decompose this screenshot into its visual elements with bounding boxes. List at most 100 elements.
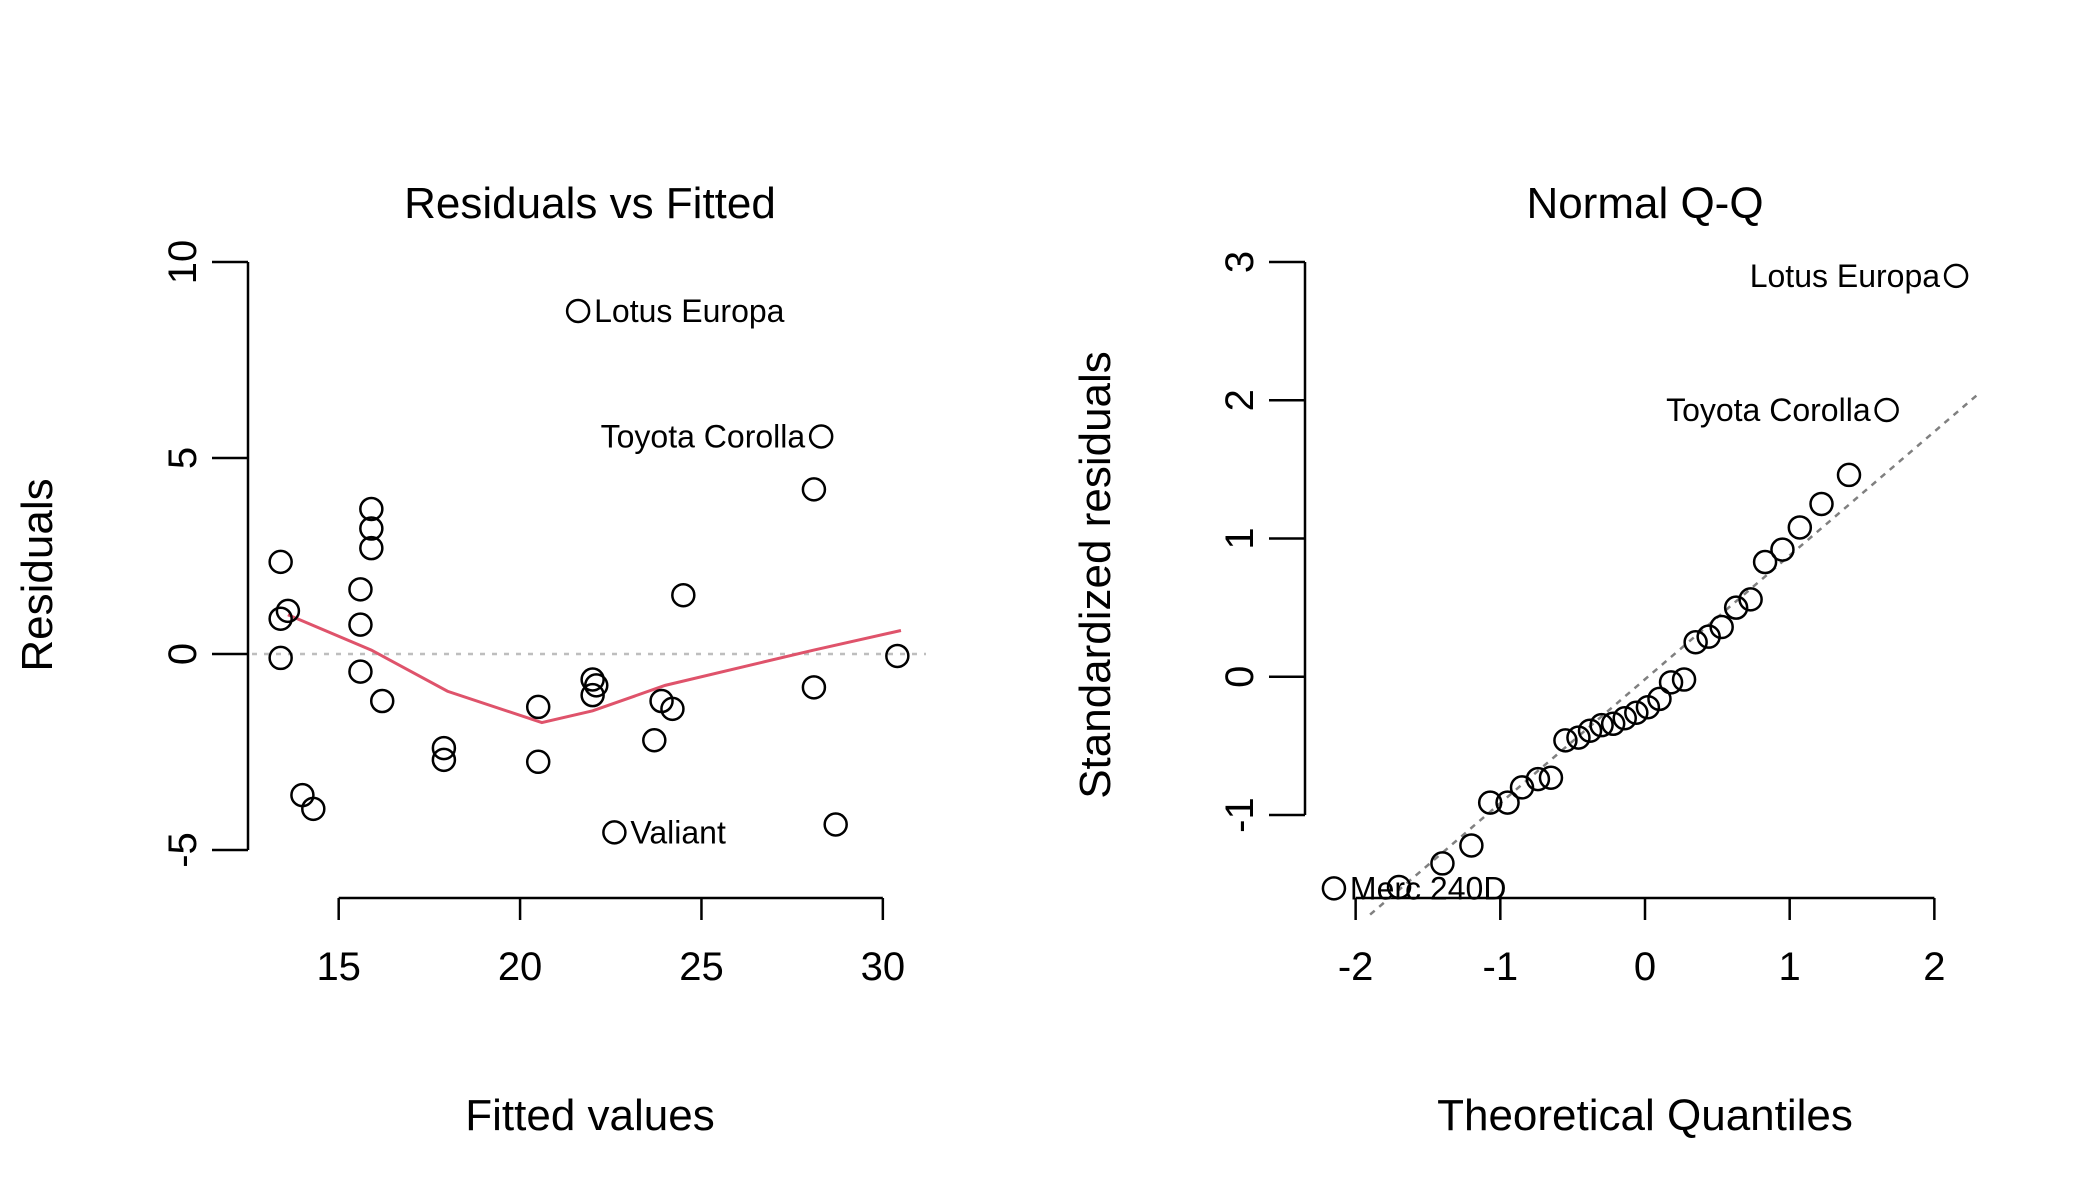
- qq-y-tick-label: 2: [1218, 389, 1262, 411]
- qq-data-point: [1836, 462, 1862, 488]
- rvf-title: Residuals vs Fitted: [404, 179, 776, 228]
- normal-qq-panel: Normal Q-Q Theoretical Quantiles Standar…: [1071, 179, 1982, 1140]
- qq-x-tick-label: -2: [1338, 945, 1374, 989]
- qq-annotations: Lotus Europa Toyota Corolla Merc 240D: [1350, 258, 1940, 906]
- rvf-y-tick-label: -5: [161, 832, 205, 868]
- rvf-data-point: [602, 820, 627, 845]
- qq-y-axis: -1 0 1 2 3: [1218, 251, 1307, 833]
- rvf-smooth-line: [287, 613, 902, 725]
- rvf-point-label: Valiant: [630, 814, 726, 850]
- qq-data-point: [1525, 766, 1551, 792]
- rvf-data-point: [580, 667, 605, 692]
- rvf-data-point: [348, 659, 373, 684]
- rvf-data-point: [671, 582, 696, 608]
- rvf-point-label: Toyota Corolla: [601, 418, 806, 454]
- residuals-vs-fitted-panel: Residuals vs Fitted Fitted values Residu…: [13, 179, 926, 1140]
- qq-data-point: [1600, 711, 1626, 737]
- qq-point-label: Merc 240D: [1350, 870, 1507, 906]
- qq-data-point: [1612, 706, 1637, 731]
- rvf-data-point: [801, 477, 827, 502]
- qq-data-point: [1658, 670, 1684, 695]
- qq-data-point: [1566, 725, 1591, 750]
- rvf-x-tick-label: 15: [316, 945, 361, 989]
- qq-y-tick-label: 0: [1218, 666, 1262, 688]
- rvf-data-point: [301, 796, 326, 822]
- rvf-x-tick-label: 25: [679, 945, 724, 989]
- qq-point-label: Toyota Corolla: [1666, 392, 1871, 428]
- qq-data-point: [1787, 515, 1813, 540]
- qq-data-point: [1589, 712, 1614, 738]
- qq-line: [1369, 391, 1982, 916]
- qq-data-point: [1495, 790, 1520, 815]
- rvf-data-point: [369, 688, 395, 714]
- rvf-data-point: [268, 549, 293, 575]
- rvf-x-tick-label: 20: [498, 945, 543, 989]
- rvf-y-tick-label: 10: [161, 240, 205, 285]
- qq-title: Normal Q-Q: [1526, 179, 1763, 228]
- qq-data-point: [1477, 790, 1503, 815]
- smooth-trend-line: [287, 613, 902, 725]
- rvf-data-point: [290, 782, 315, 808]
- rvf-data-point: [801, 675, 827, 700]
- rvf-data-point: [359, 516, 384, 541]
- qq-data-point: [1509, 775, 1535, 800]
- rvf-data-point: [348, 577, 373, 602]
- rvf-data-point: [275, 598, 301, 624]
- qq-data-point: [1809, 491, 1834, 517]
- qq-y-tick-label: 3: [1218, 251, 1262, 273]
- rvf-data-point: [808, 424, 834, 449]
- rvf-points: [268, 298, 910, 845]
- qq-data-point: [1553, 728, 1578, 753]
- qq-y-tick-label: 1: [1218, 527, 1262, 549]
- rvf-data-point: [525, 694, 551, 720]
- rvf-data-point: [660, 696, 685, 722]
- qq-data-point: [1538, 765, 1564, 790]
- qq-x-tick-label: -1: [1483, 945, 1519, 989]
- rvf-data-point: [268, 645, 293, 671]
- rvf-data-point: [642, 727, 667, 753]
- qq-data-point: [1671, 667, 1697, 692]
- qq-data-point: [1770, 537, 1795, 562]
- rvf-point-label: Lotus Europa: [594, 293, 785, 329]
- qq-data-point: [1709, 614, 1734, 640]
- rvf-annotations: Lotus Europa Toyota Corolla Valiant: [594, 293, 805, 850]
- qq-data-point: [1386, 874, 1412, 900]
- qq-y-axis-label: Standardized residuals: [1071, 351, 1120, 799]
- qq-y-tick-label: -1: [1218, 797, 1262, 833]
- rvf-data-point: [431, 735, 457, 761]
- qq-x-tick-label: 1: [1779, 945, 1801, 989]
- rvf-y-axis-label: Residuals: [13, 478, 62, 671]
- qq-x-axis-label: Theoretical Quantiles: [1437, 1091, 1853, 1140]
- qq-data-point: [1943, 263, 1969, 289]
- qq-data-point: [1874, 397, 1899, 423]
- qq-data-point: [1430, 851, 1455, 876]
- rvf-data-point: [268, 606, 293, 631]
- qq-data-point: [1723, 595, 1749, 620]
- qq-x-axis: -2 -1 0 1 2: [1338, 896, 1945, 989]
- rvf-x-axis-label: Fitted values: [465, 1091, 714, 1140]
- rvf-data-point: [584, 673, 609, 698]
- rvf-x-axis: 15 20 25 30: [316, 896, 906, 989]
- qq-data-point: [1624, 700, 1649, 725]
- rvf-data-point: [359, 535, 384, 561]
- qq-data-point: [1683, 629, 1708, 655]
- qq-data-point: [1577, 718, 1603, 743]
- rvf-data-point: [525, 749, 551, 775]
- qq-x-tick-label: 2: [1923, 945, 1945, 989]
- rvf-data-point: [359, 496, 384, 522]
- qq-data-point: [1738, 587, 1763, 612]
- rvf-data-point: [565, 298, 591, 324]
- rvf-data-point: [348, 612, 373, 637]
- rvf-y-tick-label: 0: [161, 643, 205, 665]
- qq-point-label: Lotus Europa: [1750, 258, 1941, 294]
- qq-data-point: [1459, 833, 1484, 858]
- rvf-data-point: [431, 747, 457, 773]
- qq-reference-line: [1369, 391, 1982, 916]
- qq-data-point: [1647, 686, 1672, 712]
- qq-data-point: [1321, 876, 1347, 901]
- rvf-data-point: [580, 682, 605, 708]
- qq-points: [1321, 263, 1969, 901]
- rvf-data-point: [823, 812, 848, 837]
- rvf-x-tick-label: 30: [861, 945, 906, 989]
